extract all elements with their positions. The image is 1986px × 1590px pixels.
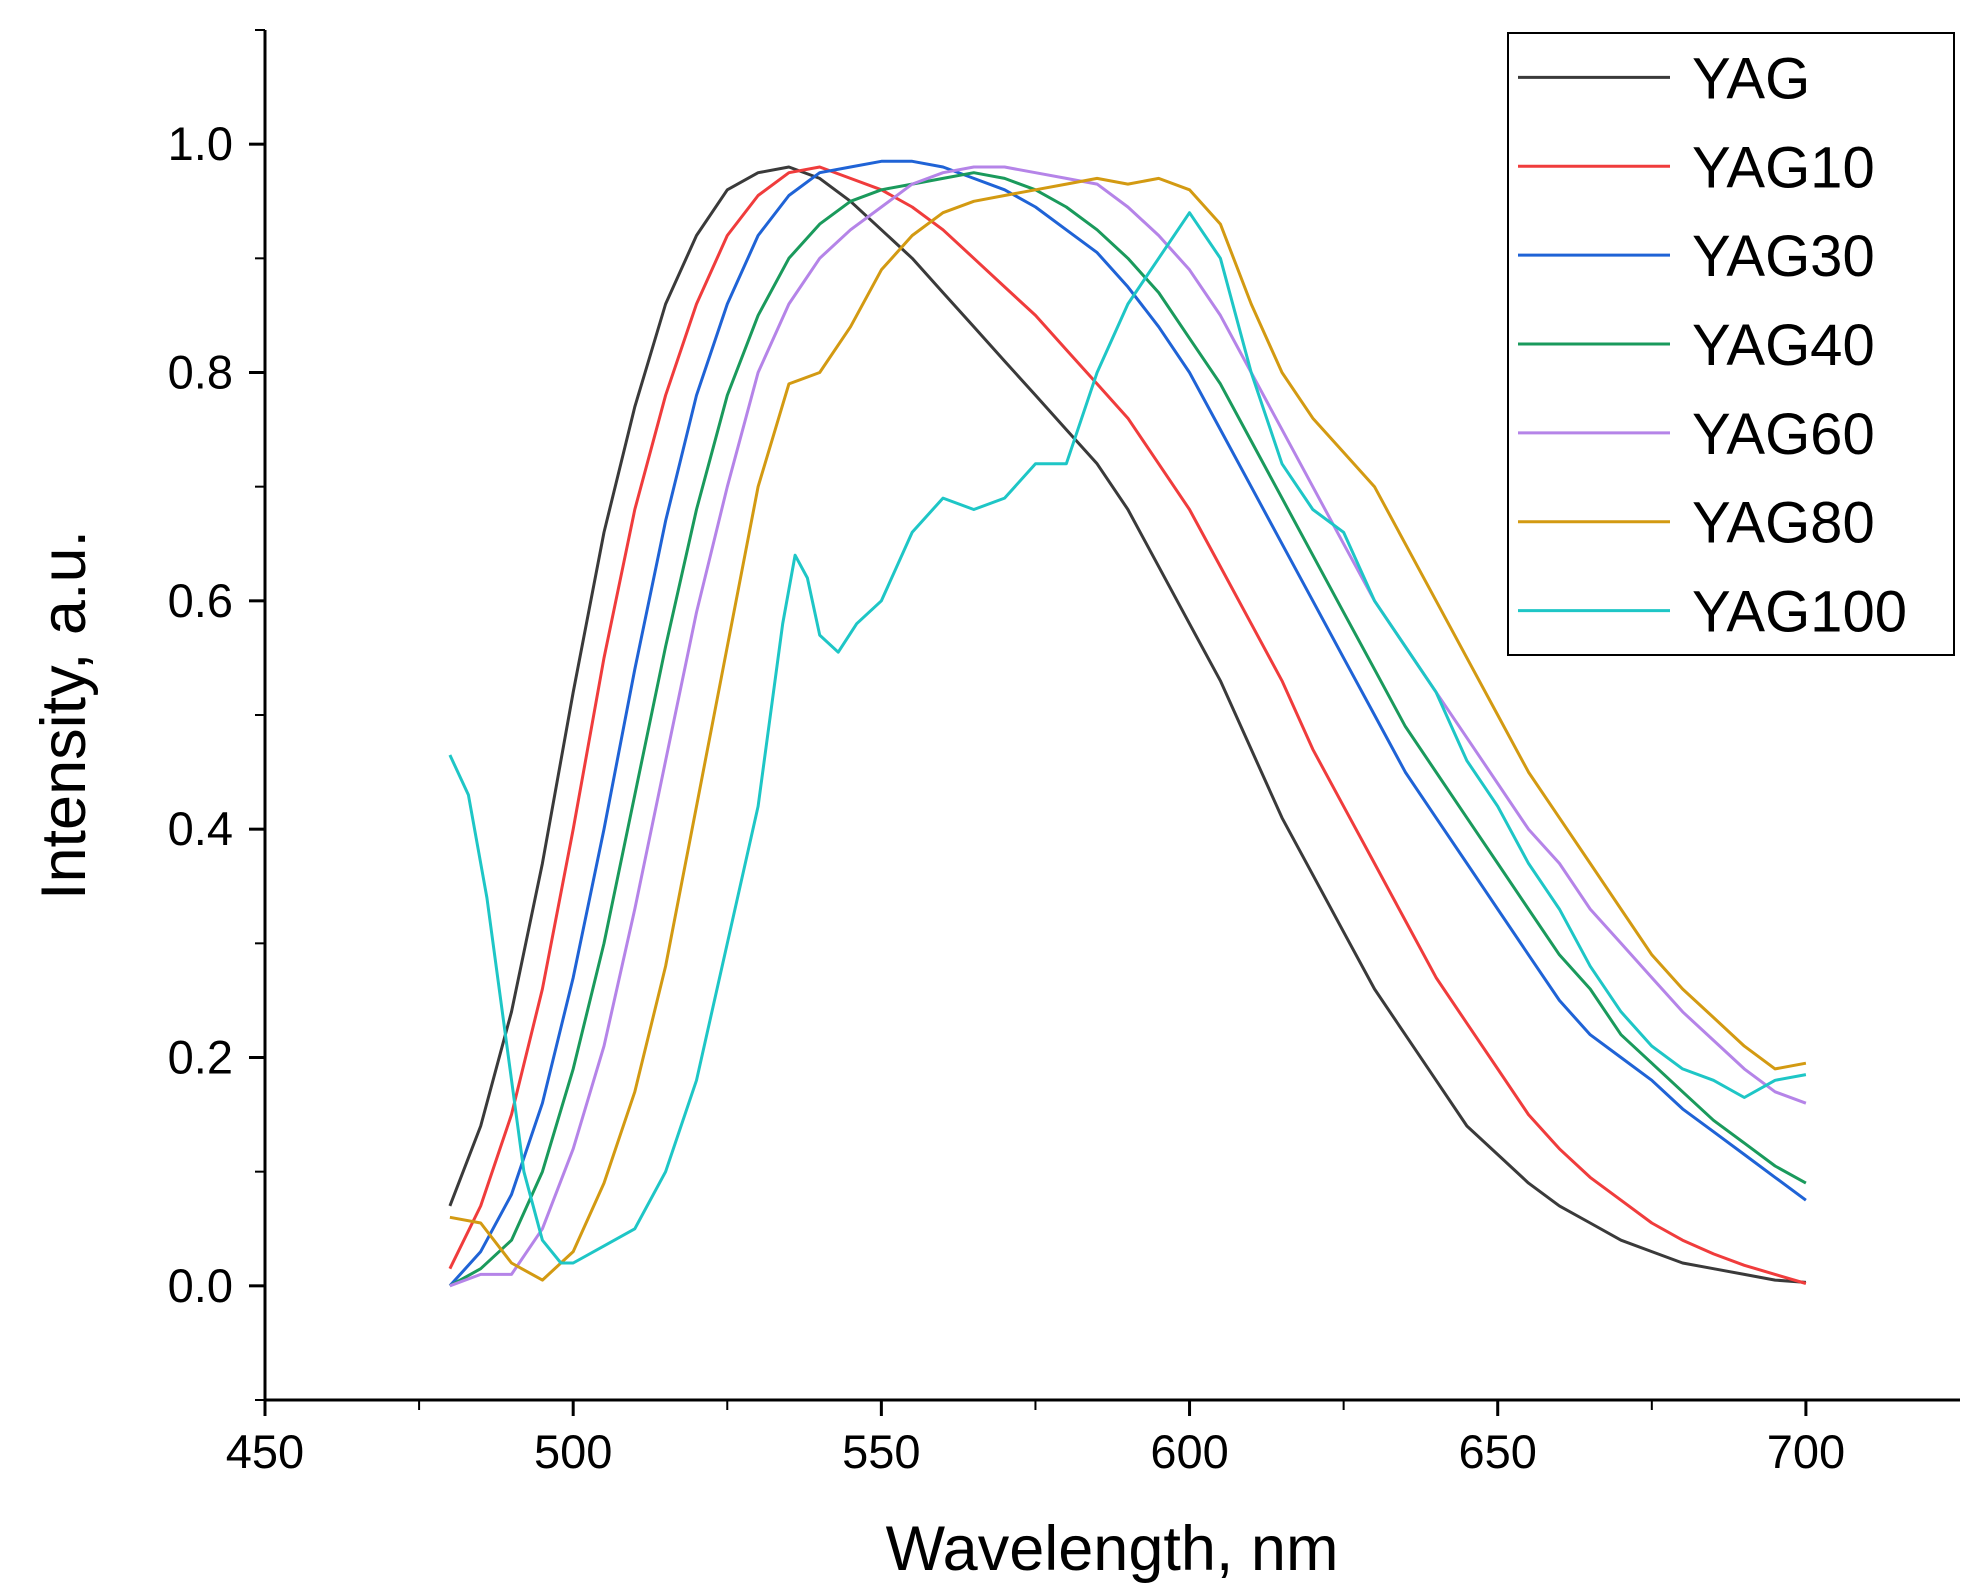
y-tick-label: 0.6 (168, 574, 233, 627)
legend-label: YAG10 (1692, 135, 1875, 200)
x-tick-label: 500 (534, 1425, 612, 1478)
x-tick-label: 700 (1767, 1425, 1845, 1478)
y-tick-label: 0.0 (168, 1259, 233, 1312)
series-line-yag40 (449, 171, 1807, 1288)
x-axis-title: Wavelength, nm (886, 1514, 1339, 1584)
x-tick-label: 550 (842, 1425, 920, 1478)
y-tick-label: 0.4 (168, 802, 233, 855)
y-axis-title: Intensity, a.u. (29, 530, 99, 900)
legend-label: YAG30 (1692, 224, 1875, 289)
legend-label: YAG40 (1692, 313, 1875, 378)
y-tick-label: 0.8 (168, 346, 233, 399)
y-tick-label: 0.2 (168, 1031, 233, 1084)
x-tick-label: 450 (226, 1425, 304, 1478)
series-layer (448, 159, 1807, 1288)
tick-layer: 450 500 550 600 650 700 0.0 0.2 0.4 0.6 0.8 1.0 (168, 29, 1845, 1478)
series-line-yag (448, 165, 1807, 1284)
series-line-yag60 (449, 165, 1807, 1288)
legend-label: YAG80 (1692, 491, 1875, 556)
x-tick-label: 600 (1150, 1425, 1228, 1478)
series-line-yag100 (448, 211, 1807, 1265)
y-tick-label: 1.0 (168, 117, 233, 170)
legend-label: YAG100 (1692, 580, 1907, 645)
x-tick-label: 650 (1459, 1425, 1537, 1478)
legend: YAG YAG10 YAG30 YAG40 YAG60 YAG80 YAG100 (1507, 32, 1955, 656)
series-line-yag30 (448, 159, 1807, 1287)
series-line-yag80 (449, 176, 1807, 1282)
legend-label: YAG60 (1692, 402, 1875, 467)
series-line-yag10 (448, 165, 1807, 1285)
legend-label: YAG (1692, 46, 1810, 111)
